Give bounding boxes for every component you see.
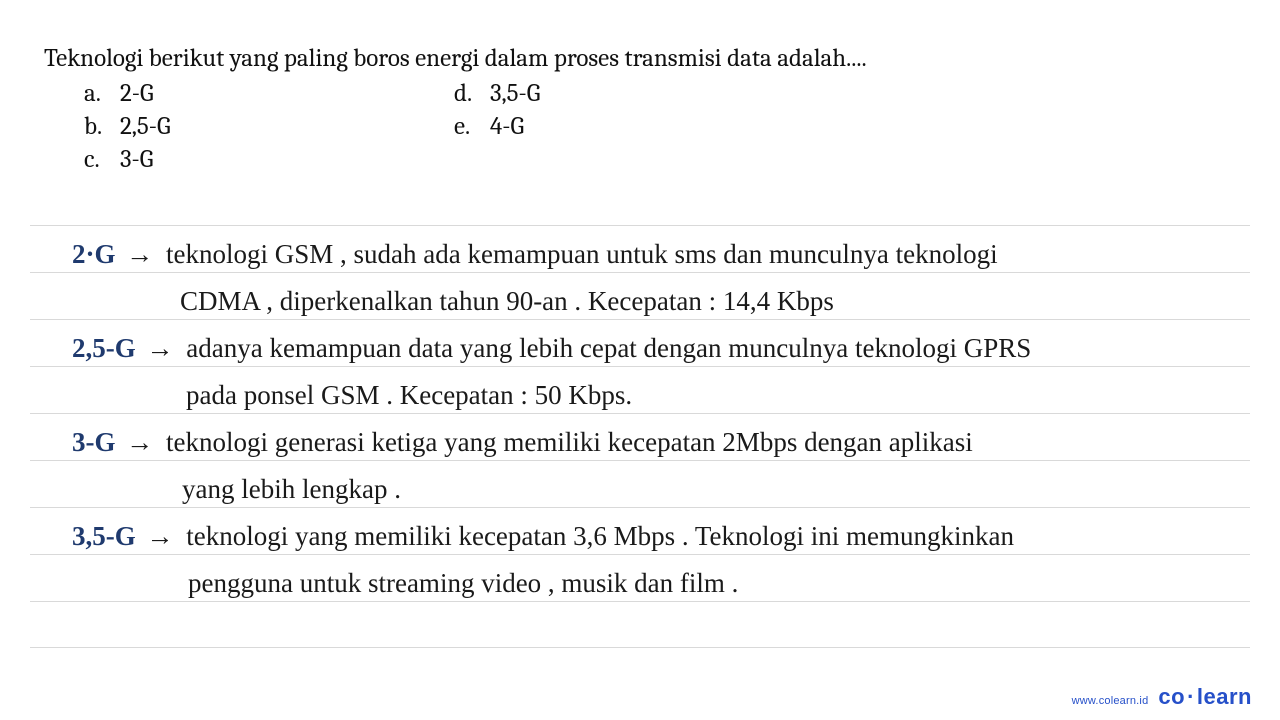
notes-area: 2·G → teknologi GSM , sudah ada kemampua… — [30, 225, 1250, 648]
option-a: a. 2-G — [84, 79, 454, 108]
note-text: teknologi generasi ketiga yang memiliki … — [166, 427, 973, 457]
note-label: 3-G — [72, 427, 116, 457]
footer: www.colearn.id co·learn — [1072, 684, 1252, 710]
note-row: yang lebih lengkap . — [30, 460, 1250, 507]
note-row: 3,5-G → teknologi yang memiliki kecepata… — [30, 507, 1250, 554]
note-row: 2·G → teknologi GSM , sudah ada kemampua… — [30, 225, 1250, 272]
note-label: 2·G — [72, 239, 116, 269]
option-text: 3,5-G — [490, 79, 540, 108]
note-text: adanya kemampuan data yang lebih cepat d… — [186, 333, 1031, 363]
note-row: 3-G → teknologi generasi ketiga yang mem… — [30, 413, 1250, 460]
option-text: 4-G — [490, 112, 524, 141]
note-row-empty — [30, 601, 1250, 648]
option-letter: e. — [454, 112, 490, 141]
note-label: 2,5-G — [72, 333, 136, 363]
note-text: CDMA , diperkenalkan tahun 90-an . Kecep… — [180, 288, 834, 315]
note-row: CDMA , diperkenalkan tahun 90-an . Kecep… — [30, 272, 1250, 319]
options-col-left: a. 2-G b. 2,5-G c. 3-G — [84, 79, 454, 174]
option-text: 2,5-G — [120, 112, 171, 141]
question-block: Teknologi berikut yang paling boros ener… — [44, 44, 1236, 174]
option-b: b. 2,5-G — [84, 112, 454, 141]
note-label: 3,5-G — [72, 521, 136, 551]
note-text: teknologi yang memiliki kecepatan 3,6 Mb… — [186, 521, 1014, 551]
question-prompt: Teknologi berikut yang paling boros ener… — [44, 44, 1236, 73]
arrow-icon: → — [126, 239, 153, 269]
note-row: pengguna untuk streaming video , musik d… — [30, 554, 1250, 601]
footer-brand: co·learn — [1158, 684, 1252, 710]
option-d: d. 3,5-G — [454, 79, 540, 108]
option-text: 2-G — [120, 79, 154, 108]
note-text: yang lebih lengkap . — [182, 476, 401, 503]
brand-right: learn — [1197, 684, 1252, 709]
note-text: pengguna untuk streaming video , musik d… — [188, 570, 738, 597]
note-row: pada ponsel GSM . Kecepatan : 50 Kbps. — [30, 366, 1250, 413]
option-letter: a. — [84, 79, 120, 108]
note-text: teknologi GSM , sudah ada kemampuan untu… — [166, 239, 998, 269]
note-row: 2,5-G → adanya kemampuan data yang lebih… — [30, 319, 1250, 366]
brand-left: co — [1158, 684, 1185, 709]
footer-url: www.colearn.id — [1072, 695, 1149, 707]
note-text: pada ponsel GSM . Kecepatan : 50 Kbps. — [186, 382, 632, 409]
options-container: a. 2-G b. 2,5-G c. 3-G d. 3,5-G e. 4-G — [84, 79, 1236, 174]
arrow-icon: → — [126, 427, 153, 457]
option-letter: d. — [454, 79, 490, 108]
option-letter: c. — [84, 145, 120, 174]
option-e: e. 4-G — [454, 112, 540, 141]
option-text: 3-G — [120, 145, 153, 174]
option-letter: b. — [84, 112, 120, 141]
brand-dot: · — [1187, 684, 1195, 709]
arrow-icon: → — [147, 333, 174, 363]
options-col-right: d. 3,5-G e. 4-G — [454, 79, 540, 174]
arrow-icon: → — [147, 521, 174, 551]
option-c: c. 3-G — [84, 145, 454, 174]
